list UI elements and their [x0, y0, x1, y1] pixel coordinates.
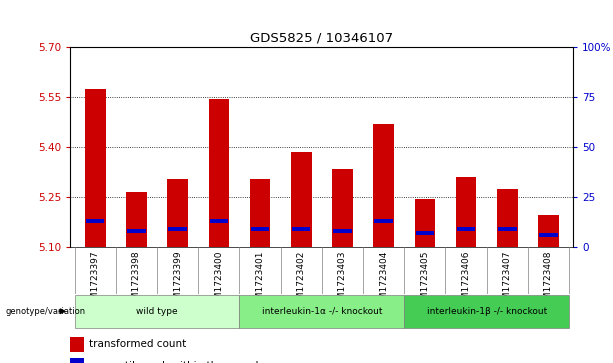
Bar — [169, 227, 187, 231]
Text: GSM1723397: GSM1723397 — [91, 250, 100, 311]
Text: GSM1723402: GSM1723402 — [297, 250, 306, 311]
Text: GSM1723404: GSM1723404 — [379, 250, 388, 311]
Bar — [210, 219, 228, 223]
Text: interleukin-1α -/- knockout: interleukin-1α -/- knockout — [262, 307, 382, 316]
Bar — [249, 179, 270, 247]
Bar — [292, 227, 311, 231]
Bar — [240, 295, 404, 328]
Bar — [333, 229, 352, 233]
Text: GSM1723407: GSM1723407 — [503, 250, 512, 311]
Bar — [497, 189, 517, 247]
Bar — [251, 227, 269, 231]
Bar — [291, 152, 311, 247]
Text: GSM1723398: GSM1723398 — [132, 250, 141, 311]
Bar — [457, 227, 475, 231]
Bar — [538, 215, 558, 247]
Text: wild type: wild type — [136, 307, 178, 316]
Bar — [75, 295, 240, 328]
Bar — [539, 233, 558, 237]
Bar — [498, 227, 517, 231]
Text: genotype/variation: genotype/variation — [6, 307, 86, 316]
Text: GSM1723400: GSM1723400 — [215, 250, 223, 311]
Bar — [85, 89, 105, 247]
Text: GSM1723401: GSM1723401 — [256, 250, 265, 311]
Bar — [414, 199, 435, 247]
Bar — [208, 99, 229, 247]
Bar — [416, 231, 434, 234]
Bar — [70, 358, 84, 363]
Text: GSM1723406: GSM1723406 — [462, 250, 471, 311]
Text: GSM1723405: GSM1723405 — [421, 250, 429, 311]
Bar — [167, 179, 188, 247]
Bar — [375, 219, 393, 223]
Text: GSM1723399: GSM1723399 — [173, 250, 182, 311]
Bar — [70, 337, 84, 352]
Bar — [127, 229, 146, 233]
Text: interleukin-1β -/- knockout: interleukin-1β -/- knockout — [427, 307, 547, 316]
Bar — [404, 295, 569, 328]
Title: GDS5825 / 10346107: GDS5825 / 10346107 — [250, 32, 394, 45]
Bar — [455, 177, 476, 247]
Bar — [373, 124, 394, 247]
Text: GSM1723408: GSM1723408 — [544, 250, 553, 311]
Text: transformed count: transformed count — [89, 339, 186, 349]
Bar — [126, 192, 147, 247]
Text: percentile rank within the sample: percentile rank within the sample — [89, 361, 264, 363]
Bar — [86, 219, 104, 223]
Bar — [332, 169, 352, 247]
Text: GSM1723403: GSM1723403 — [338, 250, 347, 311]
